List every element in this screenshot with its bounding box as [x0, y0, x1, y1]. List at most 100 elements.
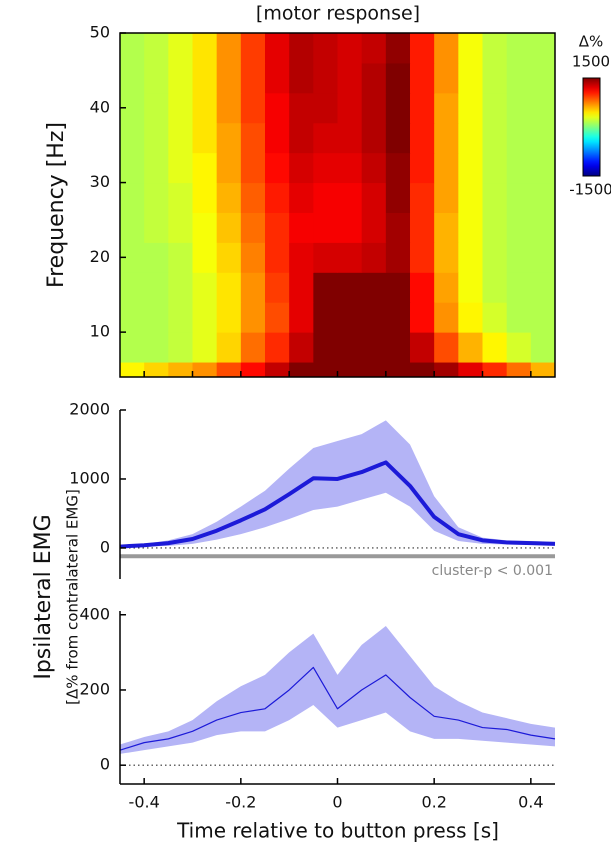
heatmap-cell	[410, 33, 435, 64]
heatmap-cell	[385, 122, 411, 154]
heatmap-cell	[216, 182, 242, 213]
heatmap-cell	[168, 152, 193, 184]
heatmap-cell	[385, 302, 411, 333]
y-tick-label: 1000	[69, 468, 110, 487]
colorbar-tick-label: 1500	[572, 53, 610, 71]
heatmap-cell	[265, 272, 290, 303]
heatmap-cell	[265, 92, 290, 124]
heatmap-cell	[385, 242, 411, 273]
mean-line	[119, 666, 556, 751]
heatmap-cell	[216, 122, 242, 154]
heatmap-cell	[458, 62, 483, 94]
y-tick-label: 2000	[69, 400, 110, 419]
y-tick-label: 40	[90, 97, 110, 116]
heatmap-cell	[410, 302, 435, 333]
heatmap-cell	[144, 122, 169, 154]
heatmap-cell	[313, 302, 338, 333]
heatmap-cell	[265, 362, 290, 378]
panel-title: [motor response]	[256, 3, 420, 25]
heatmap-cell	[337, 182, 363, 213]
heatmap-cell	[192, 362, 218, 378]
heatmap-cell	[482, 62, 508, 94]
heatmap-cell	[361, 212, 387, 243]
heatmap-cell	[144, 362, 169, 378]
heatmap-cell	[265, 182, 290, 213]
x-tick-label: 0.2	[421, 793, 446, 812]
y-axis-sublabel: [Δ% from contralateral EMG]	[64, 489, 82, 705]
heatmap-cell	[265, 242, 290, 273]
heatmap-cell	[265, 332, 290, 363]
heatmap-cell	[410, 362, 435, 378]
heatmap-cell	[216, 33, 242, 64]
heatmap-cell	[458, 242, 483, 273]
heatmap-cell	[144, 92, 169, 124]
heatmap-cell	[385, 272, 411, 303]
heatmap-cell	[337, 212, 363, 243]
heatmap-cell	[530, 212, 556, 243]
y-tick-label: 50	[90, 23, 110, 42]
heatmap-cell	[530, 302, 556, 333]
heatmap-cell	[385, 152, 411, 184]
heatmap-cell	[458, 182, 483, 213]
confidence-band	[120, 420, 555, 548]
heatmap-cell	[385, 33, 411, 64]
heatmap-cell	[120, 182, 145, 213]
heatmap-cell	[192, 33, 218, 64]
heatmap-cell	[216, 362, 242, 378]
heatmap-cell	[458, 302, 483, 333]
confidence-band	[120, 626, 555, 754]
heatmap-cell	[482, 362, 508, 378]
heatmap-cell	[240, 182, 266, 213]
heatmap-cell	[434, 33, 459, 64]
heatmap-cell	[192, 62, 218, 94]
heatmap-cell	[361, 92, 387, 124]
heatmap-cell	[168, 33, 193, 64]
x-axis-label: Time relative to button press [s]	[176, 819, 499, 843]
heatmap-cell	[216, 302, 242, 333]
heatmap-cell	[216, 152, 242, 184]
heatmap-cell	[410, 62, 435, 94]
heatmap-cell	[506, 272, 532, 303]
heatmap-cell	[313, 362, 338, 378]
heatmap-cell	[240, 332, 266, 363]
heatmap-cell	[289, 332, 314, 363]
heatmap-cell	[313, 182, 338, 213]
heatmap-cell	[168, 362, 193, 378]
x-tick-label: -0.4	[129, 793, 160, 812]
heatmap-cell	[434, 272, 459, 303]
heatmap-cell	[120, 272, 145, 303]
heatmap-cell	[313, 212, 338, 243]
heatmap-cell	[289, 212, 314, 243]
heatmap-cell	[530, 92, 556, 124]
heatmap-cell	[385, 62, 411, 94]
heatmap-cell	[361, 33, 387, 64]
y-tick-label: 20	[90, 247, 110, 266]
heatmap-cell	[530, 152, 556, 184]
colorbar	[582, 77, 601, 177]
heatmap-cell	[482, 212, 508, 243]
colorbar-tick-label: -1500	[569, 181, 611, 199]
heatmap-cell	[144, 152, 169, 184]
heatmap-cell	[337, 332, 363, 363]
y-tick-label: 400	[79, 604, 110, 623]
heatmap-cell	[144, 182, 169, 213]
heatmap-cell	[458, 92, 483, 124]
heatmap-cell	[289, 33, 314, 64]
heatmap-cell	[482, 152, 508, 184]
heatmap-cell	[216, 92, 242, 124]
heatmap-cell	[120, 332, 145, 363]
heatmap-cell	[530, 33, 556, 64]
mean-line	[119, 460, 556, 549]
heatmap-cell	[434, 122, 459, 154]
heatmap-cell	[361, 332, 387, 363]
heatmap-cell	[530, 362, 556, 378]
cluster-label: cluster-p < 0.001	[432, 563, 553, 579]
heatmap-cell	[313, 122, 338, 154]
heatmap-cell	[168, 332, 193, 363]
heatmap-cell	[289, 302, 314, 333]
heatmap-cell	[168, 212, 193, 243]
heatmap-cell	[192, 332, 218, 363]
heatmap-cell	[265, 33, 290, 64]
heatmap-cell	[192, 182, 218, 213]
heatmap-cell	[361, 302, 387, 333]
